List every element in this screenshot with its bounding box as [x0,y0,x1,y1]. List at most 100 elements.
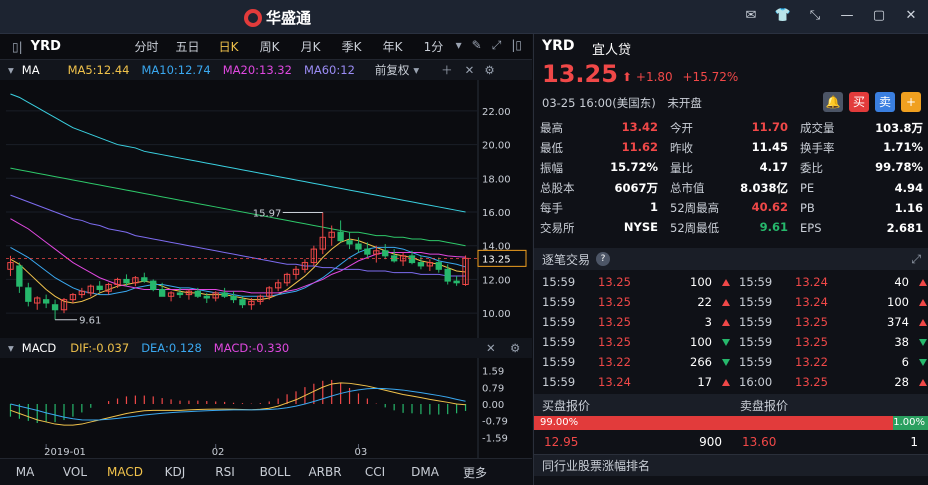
quote-key: 每手 [540,201,563,215]
help-icon[interactable]: ? [596,252,611,266]
mail-icon[interactable]: ✉ [745,8,757,23]
up-arrow-icon [919,318,927,326]
close-icon[interactable]: ✕ [905,8,917,23]
indicator-tab-0[interactable]: MA [15,465,35,479]
period-tab-7[interactable]: 1分 [423,40,444,54]
quote-key: 振幅 [540,161,563,175]
trade-time: 15:59 [542,355,576,369]
dropdown-icon[interactable]: ▾ [455,38,462,52]
price-tick: 14.00 [482,242,511,253]
down-arrow-icon [722,338,730,346]
add-watchlist-button[interactable]: + [901,92,921,112]
indicator-tab-3[interactable]: KDJ [164,465,186,479]
chart-panel: ▯| YRD 分时 五日 日K 周K 月K 季K 年K 1分 ▾ ✎ ⤢ |▯ ▾ MA MA… [0,34,532,485]
trade-qty: 100 [690,275,712,289]
panel-toggle-icon[interactable]: ▯| [12,39,23,54]
ask-qty: 1 [910,435,918,449]
add-icon[interactable]: ＋ [441,63,453,77]
period-tab-3[interactable]: 周K [259,40,280,54]
quote-value: 9.61 [759,220,788,234]
candle [212,291,219,302]
up-arrow-icon [722,278,730,286]
ma-line-3 [10,194,466,277]
period-tab-2[interactable]: 日K [218,40,239,54]
sell-button[interactable]: 卖 [875,92,895,112]
trade-price: 13.25 [598,335,631,349]
industry-title: 同行业股票涨幅排名 [542,459,651,473]
close-macd-icon[interactable]: ✕ [486,341,496,355]
app-logo: 华盛通 [244,7,311,28]
candle [69,292,77,304]
close-indicator-icon[interactable]: ✕ [464,63,475,77]
trade-row: 15:59 13.22 266 15:59 13.22 6 [534,352,928,372]
quote-cell: 总股本 6067万 [534,180,664,196]
candle [16,262,23,293]
shrink-icon[interactable]: ⤡ [809,8,821,23]
trade-qty: 100 [690,335,712,349]
buy-button[interactable]: 买 [849,92,869,112]
trade-price: 13.25 [598,315,631,329]
candle [203,292,210,304]
price-tick: 12.00 [482,275,511,286]
quote-key: 委比 [800,161,823,175]
candle [176,287,184,298]
candle [426,259,434,271]
minimize-icon[interactable]: — [840,8,854,23]
period-tab-0[interactable]: 分时 [134,40,159,54]
macd-tick: 1.59 [482,366,504,377]
adjust-select[interactable]: 前复权 [374,63,410,77]
indicator-tab-7[interactable]: CCI [364,465,386,479]
gear-icon[interactable]: ⚙ [484,63,495,77]
collapse-icon[interactable]: ▾ [8,63,14,77]
brush-icon[interactable]: ✎ [471,38,482,52]
kline-chart[interactable]: 10.00 12.00 14.00 16.00 18.00 20.00 22.00 13.25… [0,80,532,338]
quote-key: 量比 [670,161,693,175]
sidebar-toggle-icon[interactable]: |▯ [511,38,522,52]
ask-pct: 1.00% [893,417,925,428]
shirt-icon[interactable]: 👕 [774,8,792,23]
candle [51,299,59,320]
period-tab-1[interactable]: 五日 [175,40,200,54]
bid-price: 12.95 [544,435,579,449]
candle [257,294,264,305]
period-tab-6[interactable]: 年K [382,40,403,54]
macd-chart[interactable]: 1.59 0.79 0.00 -0.79 -1.59 2019-01 02 03 [0,358,532,458]
candle [141,272,148,283]
trade-row: 15:59 13.25 3 15:59 13.25 374 [534,312,928,332]
indicator-tab-8[interactable]: DMA [411,465,439,479]
indicator-tab-2[interactable]: MACD [107,465,143,479]
quote-price: 13.25 [542,60,618,88]
chevron-down-icon[interactable]: ▾ [413,63,420,77]
candle [328,225,335,246]
collapse-macd-icon[interactable]: ▾ [8,341,14,355]
macd-bar: ▾ MACD DIF:-0.037 DEA:0.128 MACD:-0.330 … [0,338,532,358]
trades-header: 逐笔交易 ? ⤢ [534,248,928,270]
quote-value: 1.16 [894,201,923,215]
quote-value: 103.8万 [875,121,923,135]
macd-name: MACD [21,341,57,355]
period-tab-4[interactable]: 月K [300,40,321,54]
quote-cell: 换手率 1.71% [794,140,928,156]
alert-icon[interactable]: 🔔 [823,92,843,112]
ma20-label: MA20:13.32 [222,63,292,77]
macd-tick: 0.00 [482,400,504,411]
indicator-tab-6[interactable]: ARBR [308,465,342,479]
indicator-tab-1[interactable]: VOL [62,465,88,479]
up-arrow-icon [919,298,927,306]
indicator-tab-4[interactable]: RSI [215,465,235,479]
fullscreen-icon[interactable]: ⤢ [491,38,502,52]
industry-header[interactable]: 同行业股票涨幅排名 [534,454,928,476]
quote-key: 交易所 [540,221,575,235]
expand-icon[interactable]: ⤢ [911,251,921,266]
gear-macd-icon[interactable]: ⚙ [510,341,521,355]
indicator-tab-9[interactable]: 更多 [462,465,487,480]
period-tab-5[interactable]: 季K [341,40,362,54]
trade-time: 15:59 [739,315,773,329]
candle [355,237,362,253]
quote-row: 最高 13.42 今开 11.70 成交量 103.8万 [534,118,928,138]
market-status: 未开盘 [667,96,702,110]
maximize-icon[interactable]: ▢ [872,8,886,23]
candle [123,274,130,287]
quote-row: 振幅 15.72% 量比 4.17 委比 99.78% [534,158,928,178]
indicator-tab-5[interactable]: BOLL [259,465,291,479]
